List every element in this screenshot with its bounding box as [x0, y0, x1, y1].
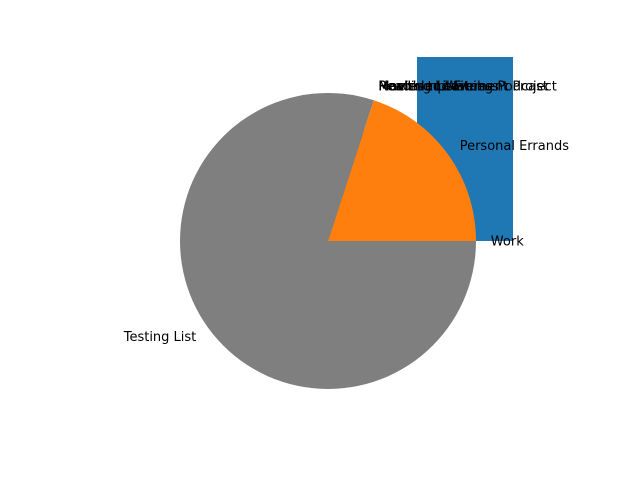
slice-label: Testing List — [123, 330, 197, 345]
slice-label: Movies to Watch — [378, 80, 485, 95]
slice-label: Health and Fitness — [378, 80, 499, 95]
pie-slice — [328, 100, 476, 242]
slice-label: Machine Learning Podcast — [378, 80, 548, 95]
slice-label: Work — [491, 235, 524, 250]
pie-slices — [179, 92, 476, 389]
pie-slice — [179, 92, 476, 389]
slice-label: Reading List — [378, 80, 458, 95]
slice-label: Home Improvement Project — [378, 80, 557, 95]
pie-labels: Work Personal Errands Health and FitnessHo… — [123, 80, 570, 346]
slice-label: Personal Errands — [460, 139, 570, 154]
